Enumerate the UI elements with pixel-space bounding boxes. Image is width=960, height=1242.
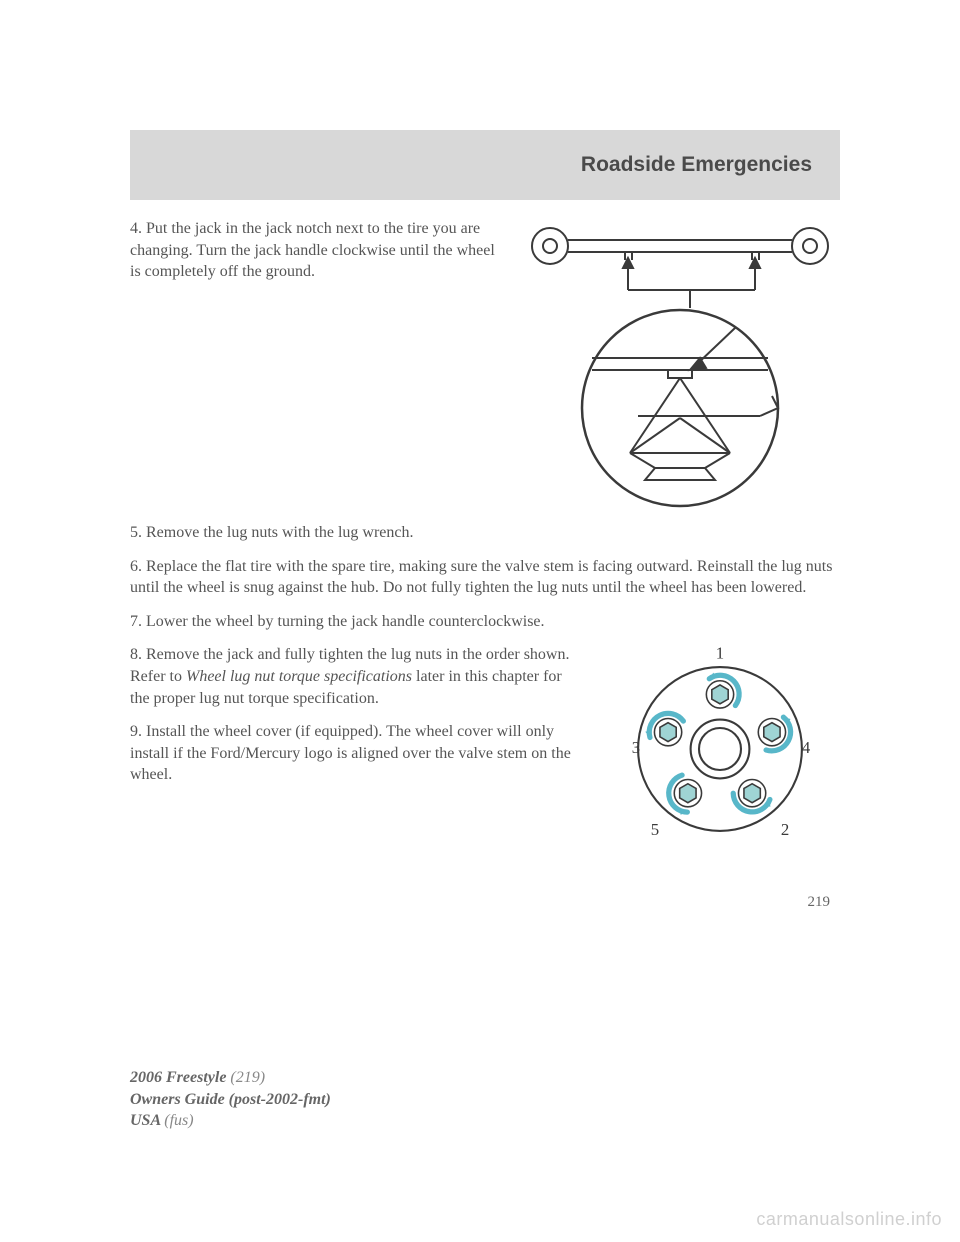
step-5-text: 5. Remove the lug nuts with the lug wren… [130,522,840,544]
step-4-text: 4. Put the jack in the jack notch next t… [130,218,502,508]
svg-text:3: 3 [632,739,640,758]
footer-region: USA [130,1112,164,1129]
step-8-9-text: 8. Remove the jack and fully tighten the… [130,644,582,854]
lug-nut-diagram: 1 2 3 4 5 [600,644,840,854]
jack-diagram [520,218,840,508]
step-8-9-row: 8. Remove the jack and fully tighten the… [130,644,840,854]
header-title: Roadside Emergencies [581,153,812,177]
footer-line-3: USA (fus) [130,1110,331,1132]
footer-region-code: (fus) [164,1112,193,1129]
footer-line-1: 2006 Freestyle (219) [130,1067,331,1089]
step-4-row: 4. Put the jack in the jack notch next t… [130,218,840,508]
svg-text:4: 4 [802,739,811,758]
step-9-text: 9. Install the wheel cover (if equipped)… [130,721,582,786]
footer-model-code: (219) [230,1069,265,1086]
step-8-text: 8. Remove the jack and fully tighten the… [130,644,582,709]
footer-model: 2006 Freestyle [130,1069,230,1086]
svg-text:2: 2 [781,820,789,839]
footer: 2006 Freestyle (219) Owners Guide (post-… [130,1067,331,1132]
watermark: carmanualsonline.info [756,1209,942,1230]
page-number: 219 [130,894,840,911]
step-6-text: 6. Replace the flat tire with the spare … [130,556,840,599]
header-bar: Roadside Emergencies [130,130,840,200]
footer-guide: Owners Guide (post-2002-fmt) [130,1091,331,1108]
footer-line-2: Owners Guide (post-2002-fmt) [130,1089,331,1111]
svg-text:1: 1 [716,644,724,663]
step-8b: Wheel lug nut torque specifications [186,668,412,685]
step-7-text: 7. Lower the wheel by turning the jack h… [130,611,840,633]
svg-text:5: 5 [651,820,659,839]
